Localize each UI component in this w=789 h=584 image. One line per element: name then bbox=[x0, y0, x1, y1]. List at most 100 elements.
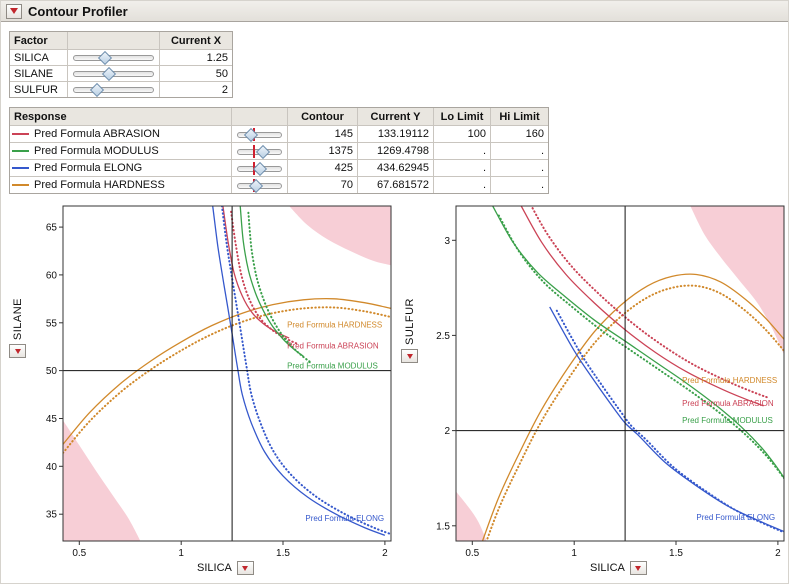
x-axis-menu-button[interactable] bbox=[236, 561, 254, 575]
response-column-header: Response bbox=[10, 108, 232, 125]
response-slider-cell bbox=[232, 142, 288, 159]
response-name: Pred Formula HARDNESS bbox=[34, 179, 165, 191]
slider-track[interactable] bbox=[237, 131, 282, 138]
response-row-elong: Pred Formula ELONG 425 434.62945 . . bbox=[10, 159, 548, 176]
y-axis-label-sulfur: SULFUR bbox=[403, 298, 416, 346]
hi-limit-field[interactable]: . bbox=[491, 176, 548, 193]
factor-header-row: Factor Current X bbox=[10, 32, 232, 49]
contour-curve[interactable] bbox=[520, 206, 764, 407]
left-plot-y-axis: SILANE bbox=[9, 298, 26, 359]
red-triangle-icon bbox=[406, 353, 413, 359]
svg-text:35: 35 bbox=[46, 510, 58, 521]
slider-thumb[interactable] bbox=[248, 178, 263, 193]
contour-plot-sulfur-vs-silica[interactable]: 0.5 1 1.5 2 1.5 2 2.5 3 Pred Formula HARDNESS Pre… bbox=[424, 199, 786, 561]
contour-field[interactable]: 145 bbox=[288, 125, 358, 142]
disclosure-button[interactable] bbox=[6, 3, 22, 19]
response-color-swatch bbox=[12, 133, 29, 135]
curve-label: Pred Formula ABRASION bbox=[287, 342, 379, 351]
contour-plot-silane-vs-silica[interactable]: 0.5 1 1.5 2 35 40 45 50 55 60 65 Pred Formula HARDN… bbox=[31, 199, 393, 561]
contour-curve-dotted bbox=[530, 206, 771, 400]
contour-curve[interactable] bbox=[239, 206, 304, 357]
curve-label: Pred Formula ABRASION bbox=[682, 399, 774, 408]
lo-limit-field[interactable]: . bbox=[434, 176, 491, 193]
slider-thumb[interactable] bbox=[102, 66, 117, 81]
y-axis-label-silane: SILANE bbox=[11, 298, 24, 341]
plot-frame bbox=[62, 205, 392, 542]
current-y-field: 1269.4798 bbox=[358, 142, 434, 159]
hi-limit-field[interactable]: 160 bbox=[491, 125, 548, 142]
contour-field[interactable]: 1375 bbox=[288, 142, 358, 159]
factor-slider[interactable] bbox=[73, 82, 154, 97]
curve-label: Pred Formula ELONG bbox=[305, 514, 384, 523]
response-row-abrasion: Pred Formula ABRASION 145 133.19112 100 … bbox=[10, 125, 548, 142]
svg-text:1.5: 1.5 bbox=[669, 548, 683, 559]
contour-curve[interactable] bbox=[481, 273, 785, 541]
current-x-field[interactable]: 2 bbox=[160, 81, 232, 97]
y-axis-menu-button[interactable] bbox=[401, 349, 418, 364]
title-bar: Contour Profiler bbox=[1, 1, 788, 22]
lo-limit-field[interactable]: . bbox=[434, 159, 491, 176]
contour-field[interactable]: 70 bbox=[288, 176, 358, 193]
response-name-cell: Pred Formula MODULUS bbox=[10, 142, 232, 159]
svg-text:40: 40 bbox=[46, 462, 58, 473]
curve-label: Pred Formula ELONG bbox=[696, 513, 775, 522]
page-title: Contour Profiler bbox=[28, 3, 128, 19]
contour-curve[interactable] bbox=[492, 206, 784, 479]
slider-track[interactable] bbox=[73, 87, 154, 93]
factor-name: SILICA bbox=[10, 49, 68, 65]
contour-curve-dotted bbox=[555, 309, 784, 534]
response-name-cell: Pred Formula ABRASION bbox=[10, 125, 232, 142]
curve-label: Pred Formula HARDNESS bbox=[287, 321, 382, 330]
svg-text:2: 2 bbox=[444, 426, 450, 437]
slider-thumb[interactable] bbox=[243, 127, 258, 142]
slider-thumb[interactable] bbox=[98, 50, 113, 65]
svg-text:1: 1 bbox=[571, 548, 577, 559]
current-y-field: 133.19112 bbox=[358, 125, 434, 142]
contour-curve[interactable] bbox=[63, 297, 391, 445]
current-x-field[interactable]: 50 bbox=[160, 65, 232, 81]
right-plot-y-axis: SULFUR bbox=[401, 298, 418, 364]
response-row-modulus: Pred Formula MODULUS 1375 1269.4798 . . bbox=[10, 142, 548, 159]
contour-slider[interactable] bbox=[237, 127, 282, 142]
response-name-cell: Pred Formula ELONG bbox=[10, 159, 232, 176]
limit-shade-top-right bbox=[289, 206, 391, 266]
factor-table: Factor Current X SILICA 1.25 SILANE bbox=[9, 31, 233, 98]
response-name: Pred Formula ABRASION bbox=[34, 128, 160, 140]
svg-text:55: 55 bbox=[46, 318, 58, 329]
svg-text:0.5: 0.5 bbox=[465, 548, 479, 559]
slider-thumb[interactable] bbox=[90, 82, 105, 97]
lo-limit-field[interactable]: . bbox=[434, 142, 491, 159]
factor-row-sulfur: SULFUR 2 bbox=[10, 81, 232, 97]
contour-field[interactable]: 425 bbox=[288, 159, 358, 176]
factor-slider-cell bbox=[68, 49, 160, 65]
factor-slider[interactable] bbox=[73, 66, 154, 81]
red-triangle-icon bbox=[10, 8, 18, 14]
contour-slider[interactable] bbox=[237, 178, 282, 193]
contour-slider[interactable] bbox=[237, 161, 282, 176]
limit-shade-bottom-left bbox=[456, 491, 487, 541]
factor-row-silica: SILICA 1.25 bbox=[10, 49, 232, 65]
response-color-swatch bbox=[12, 150, 29, 152]
contour-slider[interactable] bbox=[237, 144, 282, 159]
contour-curve-dotted bbox=[220, 206, 391, 536]
response-table: Response Contour Current Y Lo Limit Hi L… bbox=[9, 107, 549, 194]
contour-curve[interactable] bbox=[212, 206, 386, 536]
svg-text:45: 45 bbox=[46, 414, 58, 425]
red-triangle-icon bbox=[14, 348, 21, 354]
factor-slider[interactable] bbox=[73, 50, 154, 65]
lo-limit-field[interactable]: 100 bbox=[434, 125, 491, 142]
factor-name: SULFUR bbox=[10, 81, 68, 97]
contour-curve-dotted bbox=[247, 211, 313, 364]
slider-thumb[interactable] bbox=[256, 144, 271, 159]
slider-track[interactable] bbox=[73, 55, 154, 61]
factor-slider-cell bbox=[68, 65, 160, 81]
contour-curve[interactable] bbox=[549, 306, 784, 533]
y-axis-menu-button[interactable] bbox=[9, 344, 26, 359]
hi-limit-field[interactable]: . bbox=[491, 159, 548, 176]
current-x-field[interactable]: 1.25 bbox=[160, 49, 232, 65]
factor-column-header: Factor bbox=[10, 32, 68, 49]
curve-label: Pred Formula MODULUS bbox=[682, 416, 773, 425]
hi-limit-field[interactable]: . bbox=[491, 142, 548, 159]
svg-text:2.5: 2.5 bbox=[436, 331, 450, 342]
x-axis-menu-button[interactable] bbox=[629, 561, 647, 575]
